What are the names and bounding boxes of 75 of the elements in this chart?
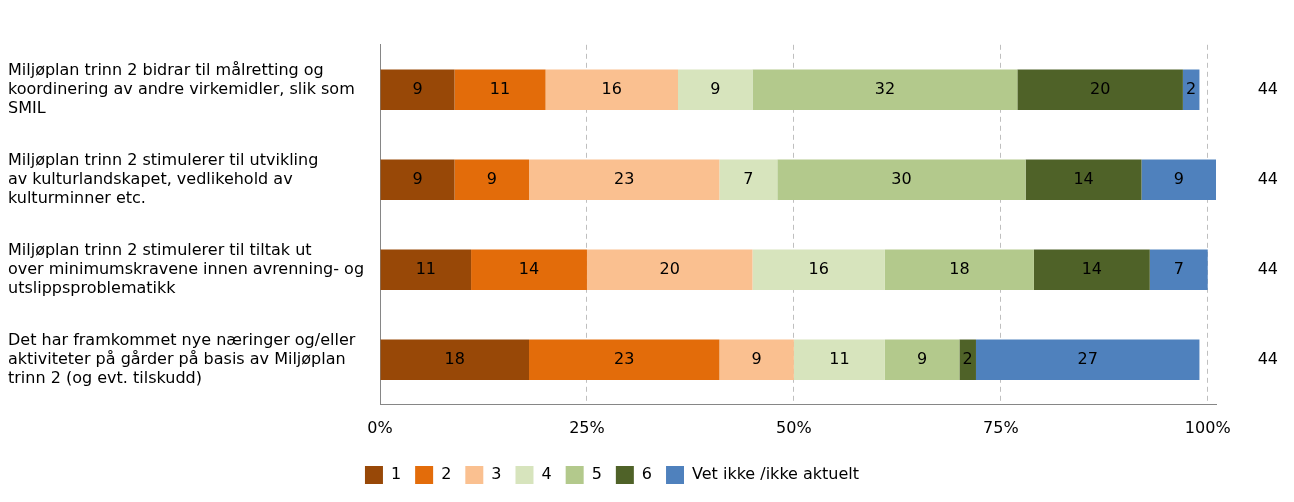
data-label: 14 [1073, 168, 1094, 188]
legend-label: Vet ikke /ikke aktuelt [692, 464, 860, 484]
bar [884, 249, 1034, 291]
legend-label: 2 [441, 464, 452, 484]
bar [1149, 249, 1208, 291]
legend-label: 3 [491, 464, 502, 484]
data-label: 2 [962, 348, 973, 368]
data-label: 9 [486, 168, 497, 188]
data-label: 11 [415, 258, 436, 278]
x-tick-label: 0% [367, 417, 393, 437]
bar [1025, 159, 1142, 201]
data-label: 20 [659, 258, 680, 278]
bar [678, 69, 753, 111]
data-label: 9 [710, 78, 721, 98]
data-label: 23 [614, 168, 635, 188]
bar [1141, 159, 1216, 201]
x-tick-label: 75% [983, 417, 1019, 437]
bar [777, 159, 1026, 201]
data-label: 16 [808, 258, 829, 278]
legend-label: 4 [541, 464, 552, 484]
text: 44 [1257, 168, 1278, 188]
data-label: 14 [518, 258, 540, 278]
bar [975, 339, 1200, 381]
bar [719, 339, 794, 381]
data-label: 9 [751, 348, 762, 368]
data-label: 30 [891, 168, 912, 188]
text: 44 [1257, 78, 1278, 98]
data-label: 2 [1186, 78, 1197, 98]
data-label: 18 [444, 348, 465, 368]
y-tick-label: Miljøplan trinn 2 stimulerer til tiltak ut over minimumskravene innen avrenning- og utslippsproblematikk [8, 239, 365, 298]
data-label: 20 [1089, 78, 1111, 98]
x-tick-label: 100% [1184, 417, 1231, 437]
bar [884, 339, 960, 381]
data-label: 14 [1081, 258, 1103, 278]
text: 44 [1257, 348, 1278, 368]
data-label: 27 [1077, 348, 1098, 368]
bar [380, 69, 455, 111]
x-tick-label: 50% [776, 417, 812, 437]
bar [529, 339, 720, 381]
bar [752, 69, 1018, 111]
bar [454, 69, 546, 111]
data-label: 32 [874, 78, 896, 98]
bar [454, 159, 530, 201]
data-label: 9 [1173, 168, 1184, 188]
data-label: 18 [949, 258, 970, 278]
data-label: 9 [917, 348, 928, 368]
x-tick-label: 25% [569, 417, 605, 437]
bar [752, 249, 885, 291]
bar [1017, 69, 1183, 111]
y-tick-label: Miljøplan trinn 2 stimulerer til utvikling av kulturlandskapet, vedlikehold av kulturminner etc. [8, 149, 319, 208]
bar [380, 159, 455, 201]
y-tick-label: Det har framkommet nye næringer og/eller aktiviteter på gårder på basis av Miljøplan trinn 2 (og evt. tilskudd) [8, 329, 356, 388]
bar [471, 249, 587, 291]
legend-label: 6 [641, 464, 653, 484]
data-label: 23 [614, 348, 635, 368]
bar [793, 339, 885, 381]
text: 44 [1257, 258, 1278, 278]
bar [586, 249, 753, 291]
bar [545, 69, 678, 111]
bar [959, 339, 976, 381]
data-label: 9 [412, 78, 423, 98]
bar [529, 159, 720, 201]
bar [380, 339, 530, 381]
data-label: 7 [1173, 258, 1184, 278]
data-label: 16 [601, 78, 622, 98]
y-tick-label: Miljøplan trinn 2 bidrar til målretting og koordinering av andre virkemidler, slik som SMIL [8, 59, 355, 118]
legend-label: 1 [390, 464, 402, 484]
data-label: 11 [829, 348, 850, 368]
bar [719, 159, 778, 201]
data-label: 7 [743, 168, 754, 188]
bar [1033, 249, 1150, 291]
legend-label: 5 [591, 464, 602, 484]
data-label: 11 [489, 78, 511, 98]
bar [380, 249, 472, 291]
data-label: 9 [412, 168, 423, 188]
